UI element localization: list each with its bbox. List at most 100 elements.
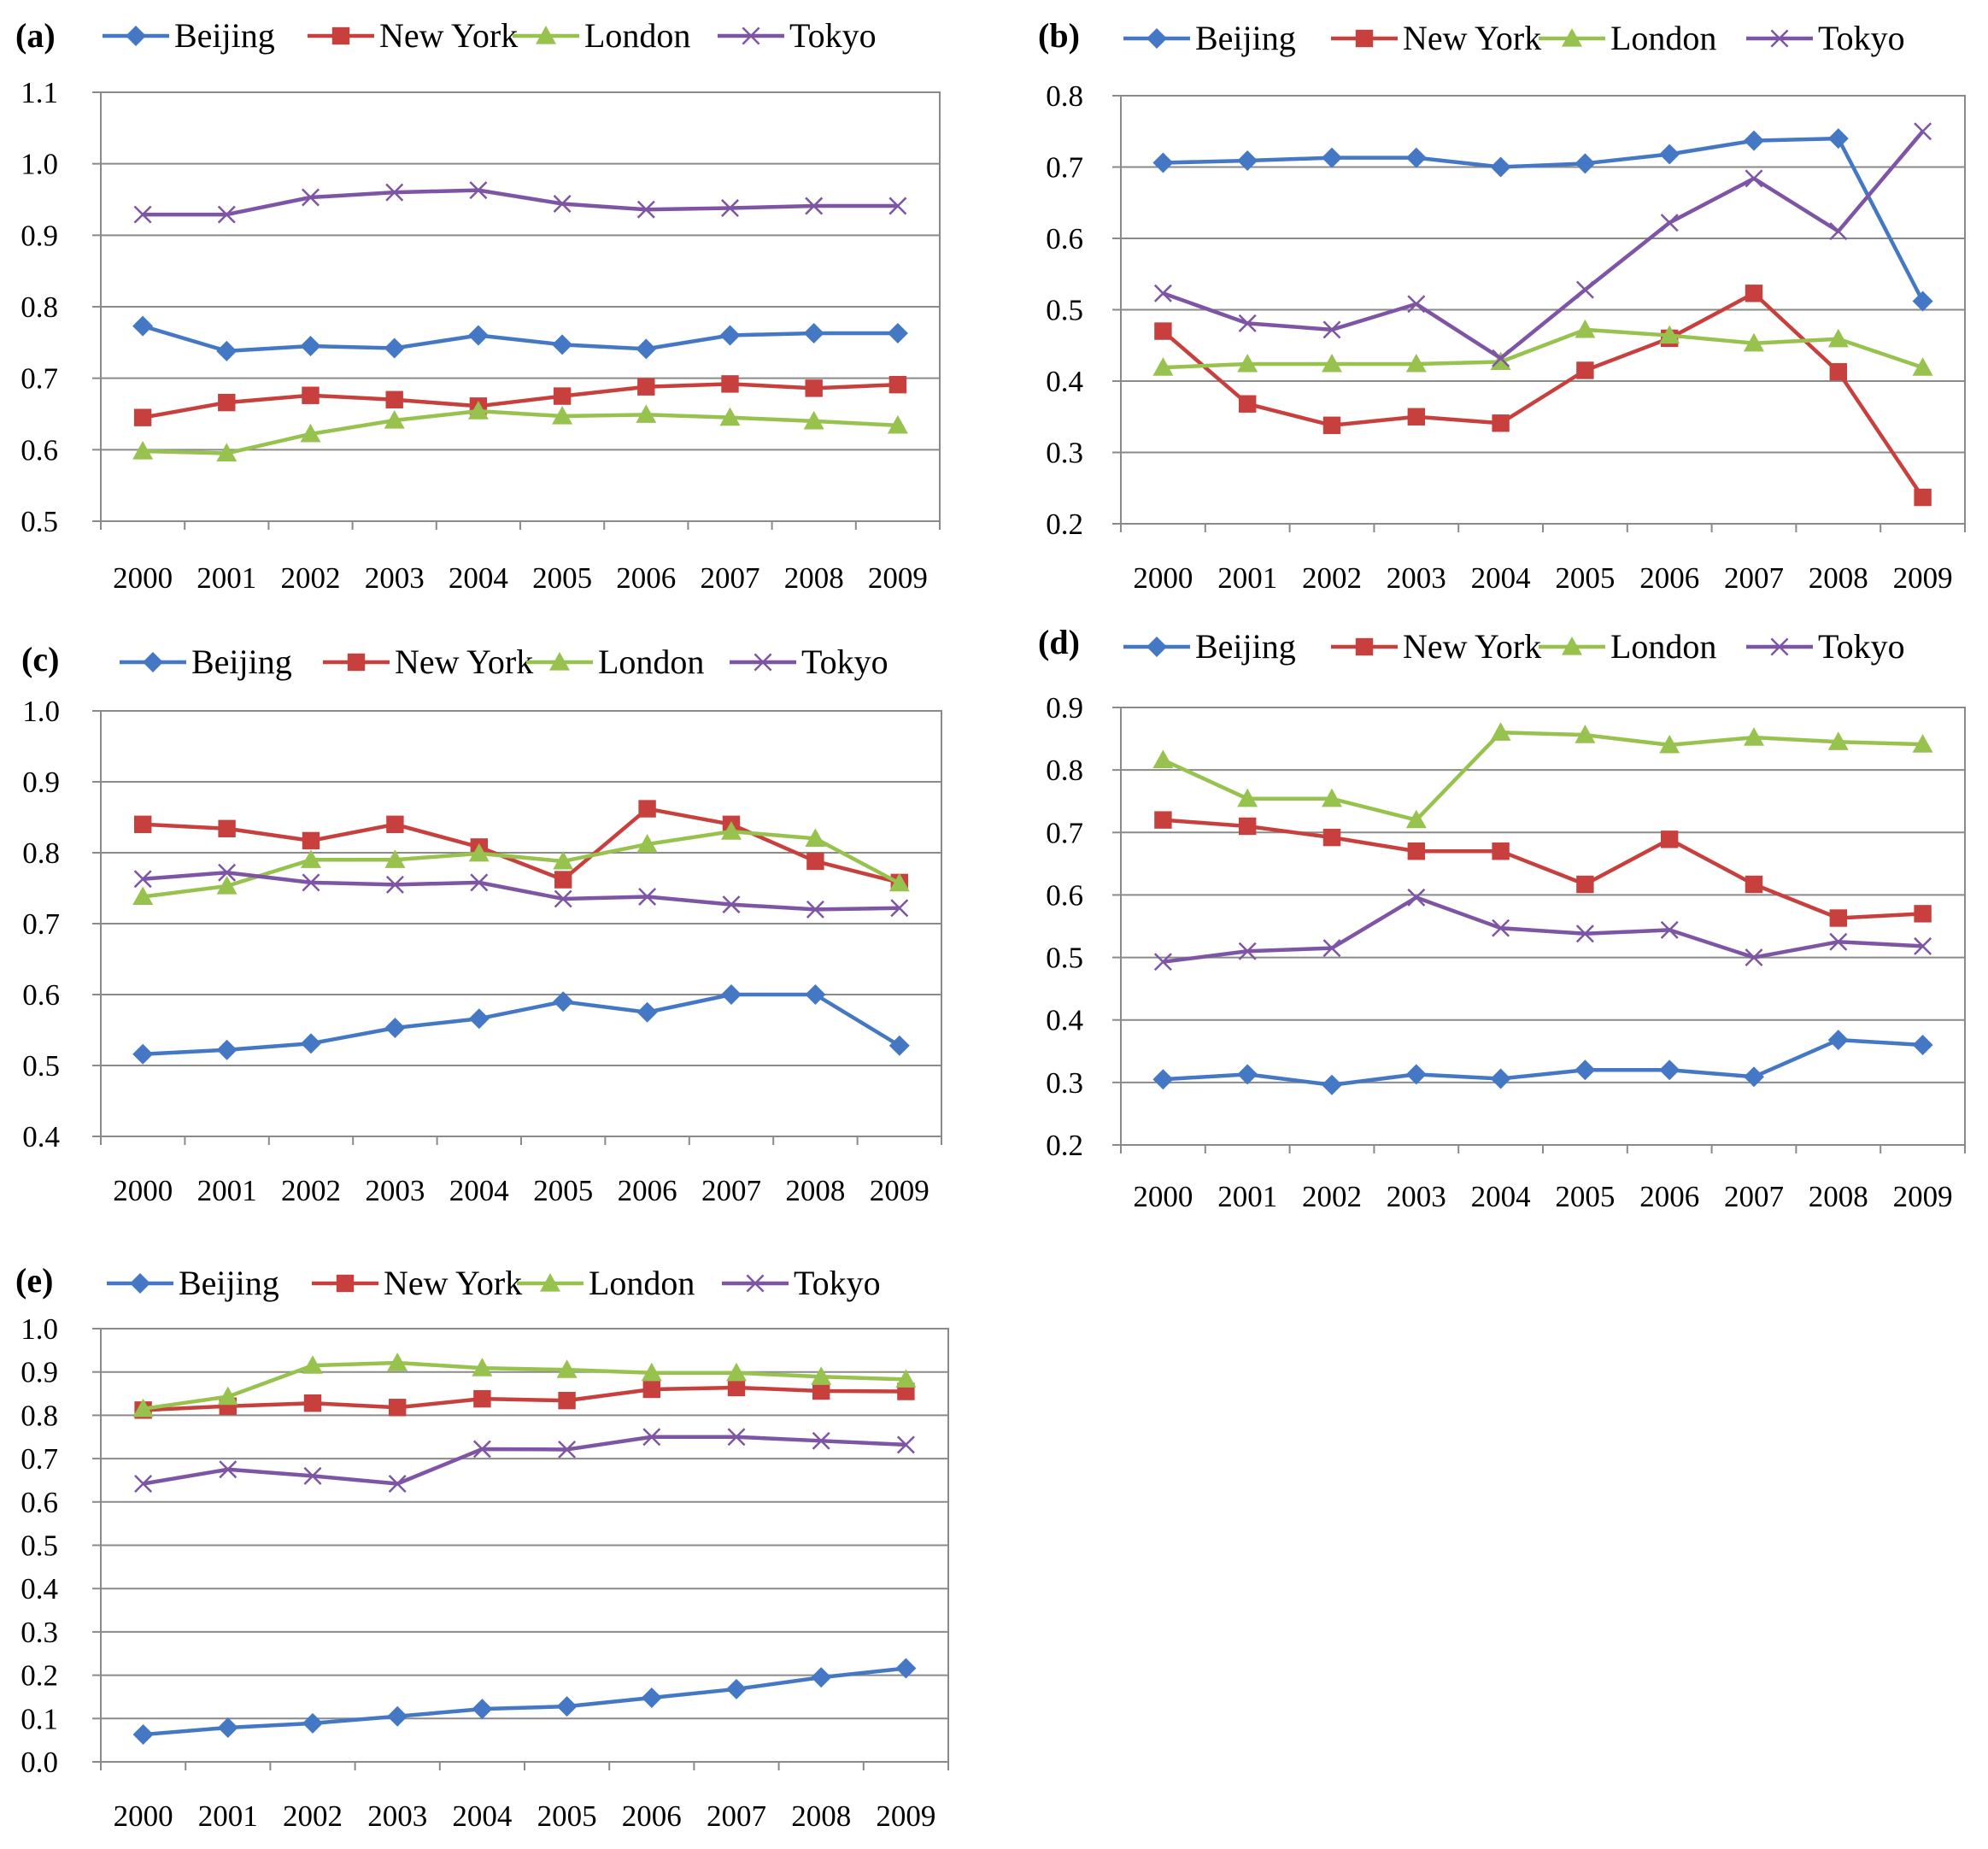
data-point xyxy=(1407,842,1425,860)
legend-label: New York xyxy=(395,643,533,681)
x-tick-label: 2004 xyxy=(1471,1180,1531,1213)
data-point xyxy=(302,188,320,207)
series-line-london xyxy=(143,1360,906,1412)
data-point xyxy=(721,375,739,393)
data-point xyxy=(721,821,742,840)
y-tick-label: 0.6 xyxy=(21,433,58,467)
data-point xyxy=(638,887,657,906)
x-tick-label: 2004 xyxy=(1471,561,1531,595)
legend-label: London xyxy=(589,1264,695,1302)
data-point xyxy=(1745,169,1763,188)
data-point xyxy=(219,1460,238,1479)
data-point xyxy=(302,831,320,850)
x-tick-label: 2007 xyxy=(707,1799,766,1833)
y-tick-label: 0.7 xyxy=(1046,816,1083,849)
data-point xyxy=(132,1398,154,1418)
x-axis: 2000 2001 2002 2003 2004 2005 2006 2007 2008 2009 xyxy=(1120,1145,1966,1213)
y-tick-label: 0.7 xyxy=(21,362,58,396)
series-line-beijing xyxy=(143,992,900,1056)
data-point xyxy=(1575,280,1594,299)
x-tick-label: 2003 xyxy=(365,561,425,595)
data-point xyxy=(556,1696,578,1717)
data-point xyxy=(1405,809,1427,829)
x-tick-label: 2009 xyxy=(870,1174,929,1207)
data-point xyxy=(806,852,824,871)
x-axis: 2000 2001 2002 2003 2004 2005 2006 2007 2008 2009 xyxy=(100,521,941,595)
x-tick-label: 2009 xyxy=(1893,561,1953,595)
data-point xyxy=(132,441,154,460)
legend-entry-london: London xyxy=(1539,19,1716,57)
data-point xyxy=(472,1699,493,1720)
data-point xyxy=(895,1369,917,1388)
x-tick-label: 2004 xyxy=(449,561,508,595)
data-point xyxy=(1575,319,1596,338)
x-tick-label: 2004 xyxy=(452,1799,512,1833)
data-point xyxy=(1322,1074,1342,1095)
data-point xyxy=(470,873,489,892)
data-point xyxy=(642,1380,660,1399)
x-tick-label: 2003 xyxy=(1387,1180,1446,1213)
data-point xyxy=(1659,1060,1680,1081)
series-line-tokyo xyxy=(143,1435,906,1486)
legend-label: New York xyxy=(379,16,518,55)
data-point xyxy=(1152,357,1174,376)
y-tick-label: 0.3 xyxy=(21,1616,58,1649)
series-line-tokyo xyxy=(1162,130,1925,361)
x-tick-label: 2005 xyxy=(533,1174,593,1207)
data-point xyxy=(553,195,572,214)
data-point xyxy=(1744,130,1764,151)
data-point xyxy=(1322,147,1342,168)
y-tick-label: 0.6 xyxy=(1046,222,1083,255)
legend-marker-x-icon xyxy=(754,653,772,672)
x-tick-label: 2008 xyxy=(784,561,844,595)
legend-entry-tokyo: Tokyo xyxy=(722,1264,881,1302)
y-tick-label: 0.9 xyxy=(21,1356,58,1389)
data-point xyxy=(636,338,657,360)
data-point xyxy=(387,1705,408,1727)
legend-entry-beijing: Beijing xyxy=(1123,19,1296,57)
x-tick-label: 2002 xyxy=(281,561,341,595)
legend-label: Beijing xyxy=(1195,627,1296,666)
legend-marker-diamond-icon xyxy=(1146,28,1167,49)
series-new-york xyxy=(134,1378,915,1419)
x-tick-label: 2001 xyxy=(1217,1180,1277,1213)
data-point xyxy=(1744,1066,1764,1088)
data-point xyxy=(1322,320,1341,339)
series-beijing xyxy=(132,1658,917,1746)
series-line-beijing xyxy=(1163,1037,1923,1088)
data-point xyxy=(1912,357,1933,376)
x-tick-label: 2007 xyxy=(701,1174,761,1207)
data-point xyxy=(1576,361,1594,379)
data-point xyxy=(1153,284,1172,302)
series-beijing xyxy=(1152,128,1933,312)
x-tick-label: 2002 xyxy=(1302,1180,1362,1213)
x-tick-label: 2003 xyxy=(367,1799,427,1833)
y-tick-label: 0.8 xyxy=(1046,79,1083,113)
y-tick-label: 0.3 xyxy=(1046,1066,1083,1100)
y-tick-label: 0.4 xyxy=(1046,1004,1083,1037)
x-tick-label: 2000 xyxy=(1133,1180,1193,1213)
x-tick-label: 2006 xyxy=(618,1174,677,1207)
data-point xyxy=(1154,811,1172,829)
x-tick-label: 2004 xyxy=(449,1174,509,1207)
series-new-york xyxy=(1154,811,1932,927)
legend-entry-new-york: New York xyxy=(1331,19,1541,57)
data-point xyxy=(302,1355,323,1374)
data-point xyxy=(1827,731,1849,750)
y-tick-label: 0.7 xyxy=(21,1442,58,1476)
data-point xyxy=(1152,749,1174,769)
data-point xyxy=(134,1475,153,1493)
data-point xyxy=(1322,788,1342,807)
y-tick-label: 0.5 xyxy=(22,1049,60,1083)
data-point xyxy=(132,1043,154,1065)
legend-label: Tokyo xyxy=(1818,627,1905,666)
data-point xyxy=(805,197,824,215)
data-point xyxy=(301,849,321,868)
data-point xyxy=(719,407,741,426)
data-point xyxy=(1914,905,1932,923)
x-tick-label: 2008 xyxy=(785,1174,845,1207)
x-tick-label: 2002 xyxy=(1302,561,1362,595)
data-point xyxy=(641,1362,662,1382)
series-tokyo xyxy=(1153,122,1932,367)
series-line-london xyxy=(142,829,900,899)
